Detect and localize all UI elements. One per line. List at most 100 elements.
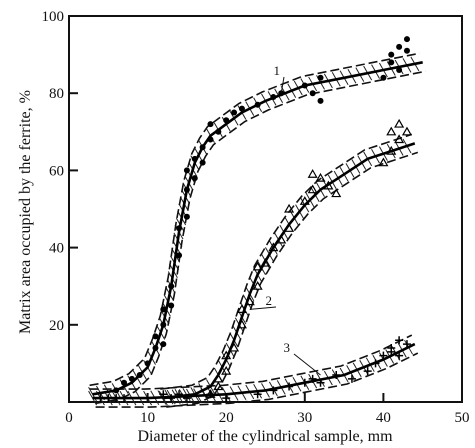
data-point-plus [96, 394, 105, 403]
data-point-circle [191, 155, 198, 162]
y-tick-label: 80 [49, 86, 64, 102]
data-point-triangle [378, 157, 389, 167]
data-point-circle [199, 159, 206, 166]
data-point-circle [403, 47, 410, 54]
data-point-plus [253, 390, 262, 399]
series-label: 2 [266, 293, 273, 308]
data-point-plus [182, 394, 191, 403]
data-point-plus [206, 390, 215, 399]
series-label: 3 [284, 340, 291, 355]
data-point-circle [113, 387, 120, 394]
data-point-triangle [252, 280, 263, 290]
data-point-plus [104, 394, 113, 403]
data-point-triangle [276, 234, 287, 244]
data-point-circle [144, 360, 151, 367]
data-point-triangle [244, 296, 255, 306]
data-point-circle [191, 175, 198, 182]
data-point-plus [379, 351, 388, 360]
data-point-plus [300, 378, 309, 387]
data-point-triangle [394, 118, 405, 128]
x-tick-label: 50 [455, 410, 470, 426]
data-point-circle [309, 90, 316, 97]
data-point-plus [175, 390, 184, 399]
x-tick-label: 0 [65, 410, 73, 426]
data-point-triangle [213, 373, 224, 383]
x-tick-label: 20 [219, 410, 234, 426]
data-point-plus [332, 370, 341, 379]
data-point-triangle [401, 126, 413, 136]
data-point-triangle [284, 203, 295, 213]
data-point-circle [176, 225, 183, 232]
data-point-plus [120, 394, 129, 403]
data-point-circle [160, 306, 167, 313]
data-point-circle [160, 341, 167, 348]
data-point-circle [176, 252, 183, 259]
data-point-circle [380, 74, 387, 81]
data-point-circle [160, 321, 167, 328]
data-point-circle [317, 74, 324, 81]
band-lower-edge [166, 151, 419, 408]
data-point-plus [347, 374, 356, 383]
data-point-circle [403, 36, 410, 43]
data-point-plus [395, 336, 404, 345]
data-point-circle [152, 333, 159, 340]
data-point-circle [388, 51, 395, 58]
data-point-triangle [260, 257, 271, 267]
data-point-circle [199, 144, 206, 151]
band-hatch [88, 390, 98, 406]
label-leader [249, 306, 277, 310]
x-tick-label: 10 [140, 410, 155, 426]
data-point-circle [168, 283, 175, 290]
data-point-triangle [307, 184, 318, 194]
data-point-circle [183, 213, 190, 220]
data-point-plus [402, 340, 411, 349]
data-point-triangle [299, 196, 310, 205]
plot-frame [68, 15, 463, 403]
data-point-triangle [307, 169, 318, 178]
band-upper-edge [160, 133, 413, 390]
data-point-circle [183, 186, 190, 193]
data-point-plus [269, 386, 278, 395]
data-point-triangle [284, 223, 295, 232]
data-point-triangle [236, 304, 247, 313]
label-leader [293, 353, 321, 376]
band-upper-edge [89, 334, 413, 390]
data-point-triangle [268, 242, 279, 252]
data-point-circle [215, 128, 222, 135]
data-point-triangle [331, 188, 342, 198]
plot-axes: 0 10 20 30 40 50 20 40 60 80 100 [42, 9, 470, 426]
data-point-triangle [221, 365, 232, 375]
data-point-circle [317, 97, 324, 104]
data-point-circle [128, 375, 135, 382]
data-point-triangle [221, 350, 232, 360]
data-point-triangle [394, 134, 405, 144]
y-tick-label: 40 [49, 241, 64, 257]
data-point-circle [223, 117, 230, 124]
data-point-circle [301, 82, 308, 89]
band-upper-edge [89, 52, 420, 387]
data-point-circle [136, 371, 143, 378]
data-point-plus [222, 394, 231, 403]
data-point-plus [159, 390, 168, 399]
data-point-circle [183, 167, 190, 174]
data-point-plus [371, 359, 380, 368]
data-point-triangle [323, 180, 334, 190]
data-point-triangle [252, 261, 263, 271]
y-axis-title: Matrix area occupied by the ferrite, % [17, 90, 34, 334]
data-points [96, 36, 413, 403]
data-point-circle [121, 379, 128, 386]
y-tick-label: 60 [49, 163, 64, 179]
label-leader [280, 76, 285, 94]
data-point-circle [254, 101, 261, 108]
x-tick-label: 30 [297, 410, 312, 426]
band-lower-edge [95, 352, 419, 408]
data-point-plus [316, 378, 325, 387]
series-labels: 1 2 3 [249, 63, 321, 376]
band-lower-edge [95, 70, 426, 405]
data-point-triangle [386, 126, 397, 136]
data-point-plus [112, 394, 121, 403]
data-point-circle [207, 121, 214, 128]
data-point-triangle [315, 172, 326, 182]
